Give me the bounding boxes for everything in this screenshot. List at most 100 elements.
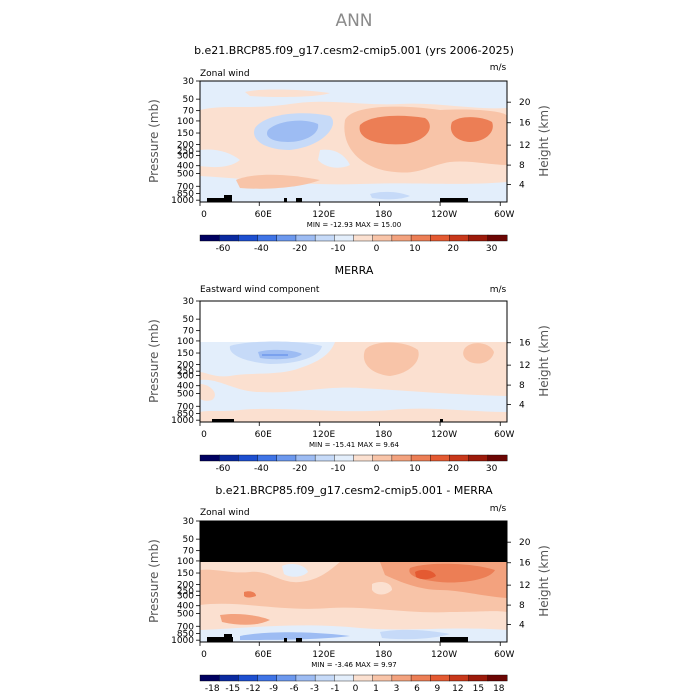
colorbar-swatch <box>391 234 412 242</box>
y-axis-title: Pressure (mb) <box>147 319 161 403</box>
colorbar-label: 20 <box>448 244 460 254</box>
y-tick-label: 100 <box>177 337 194 347</box>
y-tick-label: 300 <box>177 151 194 161</box>
contour-field <box>200 301 507 422</box>
stats-label: MIN = -3.46 MAX = 9.97 <box>311 661 397 669</box>
colorbar-swatch <box>295 454 316 462</box>
y-right-tick-label: 8 <box>519 381 525 391</box>
panel-model: b.e21.BRCP85.f09_g17.cesm2-cmip5.001 (yr… <box>147 44 551 254</box>
x-axis: 0 60E 120E 180 120W 60W <box>199 422 515 440</box>
colorbar-label: 1 <box>373 684 379 694</box>
colorbar-label: -60 <box>216 244 231 254</box>
colorbar-swatch <box>410 454 431 462</box>
x-tick-label: 180 <box>375 210 392 220</box>
colorbar-swatch <box>257 454 278 462</box>
colorbar-swatch <box>257 234 278 242</box>
x-tick-label: 60E <box>255 650 272 660</box>
panel-title: b.e21.BRCP85.f09_g17.cesm2-cmip5.001 - M… <box>215 484 493 497</box>
x-tick-label: 180 <box>375 650 392 660</box>
colorbar-swatch <box>295 234 316 242</box>
y-axis-right: 20 16 12 8 4 <box>507 538 531 630</box>
colorbar-swatch <box>468 454 489 462</box>
colorbar-label: 3 <box>394 684 400 694</box>
colorbar-swatch <box>372 454 393 462</box>
y-right-tick-label: 4 <box>519 180 525 190</box>
colorbar-swatch <box>449 234 470 242</box>
colorbar-swatch <box>391 454 412 462</box>
colorbar-label: -18 <box>205 684 220 694</box>
colorbar-swatch <box>218 674 239 682</box>
contour-field <box>200 81 507 202</box>
colorbar-swatch <box>314 674 335 682</box>
y-tick-label: 700 <box>177 182 194 192</box>
colorbar-swatch <box>334 674 354 682</box>
colorbar-label: -10 <box>331 244 346 254</box>
colorbar-swatch <box>410 674 431 682</box>
x-tick-label: 180 <box>375 430 392 440</box>
y-tick-label: 150 <box>177 569 194 579</box>
y-axis-title: Pressure (mb) <box>147 99 161 183</box>
y-tick-label: 150 <box>177 129 194 139</box>
colorbar-swatch <box>468 234 489 242</box>
colorbar-label: 9 <box>435 684 441 694</box>
colorbar-label: 10 <box>409 464 421 474</box>
y-tick-label: 850 <box>177 630 194 640</box>
y-right-tick-label: 16 <box>519 339 531 349</box>
colorbar-swatch <box>314 234 335 242</box>
panel-title: b.e21.BRCP85.f09_g17.cesm2-cmip5.001 (yr… <box>194 44 514 57</box>
x-tick-label: 60W <box>494 430 514 440</box>
y-tick-label: 70 <box>183 547 195 557</box>
y-right-tick-label: 16 <box>519 559 531 569</box>
y-tick-label: 500 <box>177 170 194 180</box>
colorbar-swatch <box>430 674 450 682</box>
colorbar-label: 6 <box>414 684 420 694</box>
colorbar-label: -10 <box>331 464 346 474</box>
colorbar-label: -15 <box>225 684 240 694</box>
colorbar-swatch <box>334 234 354 242</box>
x-tick-label: 60E <box>255 430 272 440</box>
y-tick-label: 1000 <box>171 416 194 426</box>
y-tick-label: 400 <box>177 602 194 612</box>
y-right-axis-title: Height (km) <box>537 105 551 176</box>
y-tick-label: 700 <box>177 402 194 412</box>
x-axis: 0 60E 120E 180 120W 60W <box>199 642 515 660</box>
colorbar: -60 -40 -20 -10 0 10 20 30 <box>199 234 508 254</box>
y-tick-label: 100 <box>177 117 194 127</box>
y-right-axis-title: Height (km) <box>537 545 551 616</box>
left-label: Eastward wind component <box>200 285 320 295</box>
colorbar-swatch <box>468 674 489 682</box>
colorbar-label: -1 <box>331 684 340 694</box>
colorbar-swatch <box>218 234 239 242</box>
colorbar-label: 15 <box>473 684 484 694</box>
colorbar-label: 12 <box>452 684 463 694</box>
colorbar-swatch <box>353 454 374 462</box>
colorbar-label: 0 <box>353 684 359 694</box>
colorbar-label: 30 <box>486 464 498 474</box>
y-tick-label: 500 <box>177 610 194 620</box>
colorbar-swatch <box>218 454 239 462</box>
y-tick-label: 30 <box>183 297 195 307</box>
y-tick-label: 150 <box>177 349 194 359</box>
y-tick-label: 1000 <box>171 196 194 206</box>
colorbar: -60 -40 -20 -10 0 10 20 30 <box>199 454 508 474</box>
y-right-tick-label: 20 <box>519 98 531 108</box>
colorbar-swatch <box>353 674 374 682</box>
y-tick-label: 50 <box>183 535 195 545</box>
colorbar-label: -6 <box>290 684 299 694</box>
colorbar-label: -60 <box>216 464 231 474</box>
colorbar-swatch <box>314 454 335 462</box>
plot-frame <box>199 80 508 203</box>
left-label: Zonal wind <box>200 508 250 518</box>
colorbar-label: 0 <box>374 244 380 254</box>
colorbar-label: -20 <box>292 464 307 474</box>
y-right-tick-label: 8 <box>519 601 525 611</box>
colorbar-swatch <box>487 454 508 462</box>
colorbar-swatch <box>276 454 297 462</box>
colorbar-swatch <box>430 454 450 462</box>
colorbar-label: -3 <box>310 684 319 694</box>
colorbar-swatch <box>353 234 374 242</box>
y-tick-label: 700 <box>177 622 194 632</box>
colorbar-swatch <box>487 234 508 242</box>
